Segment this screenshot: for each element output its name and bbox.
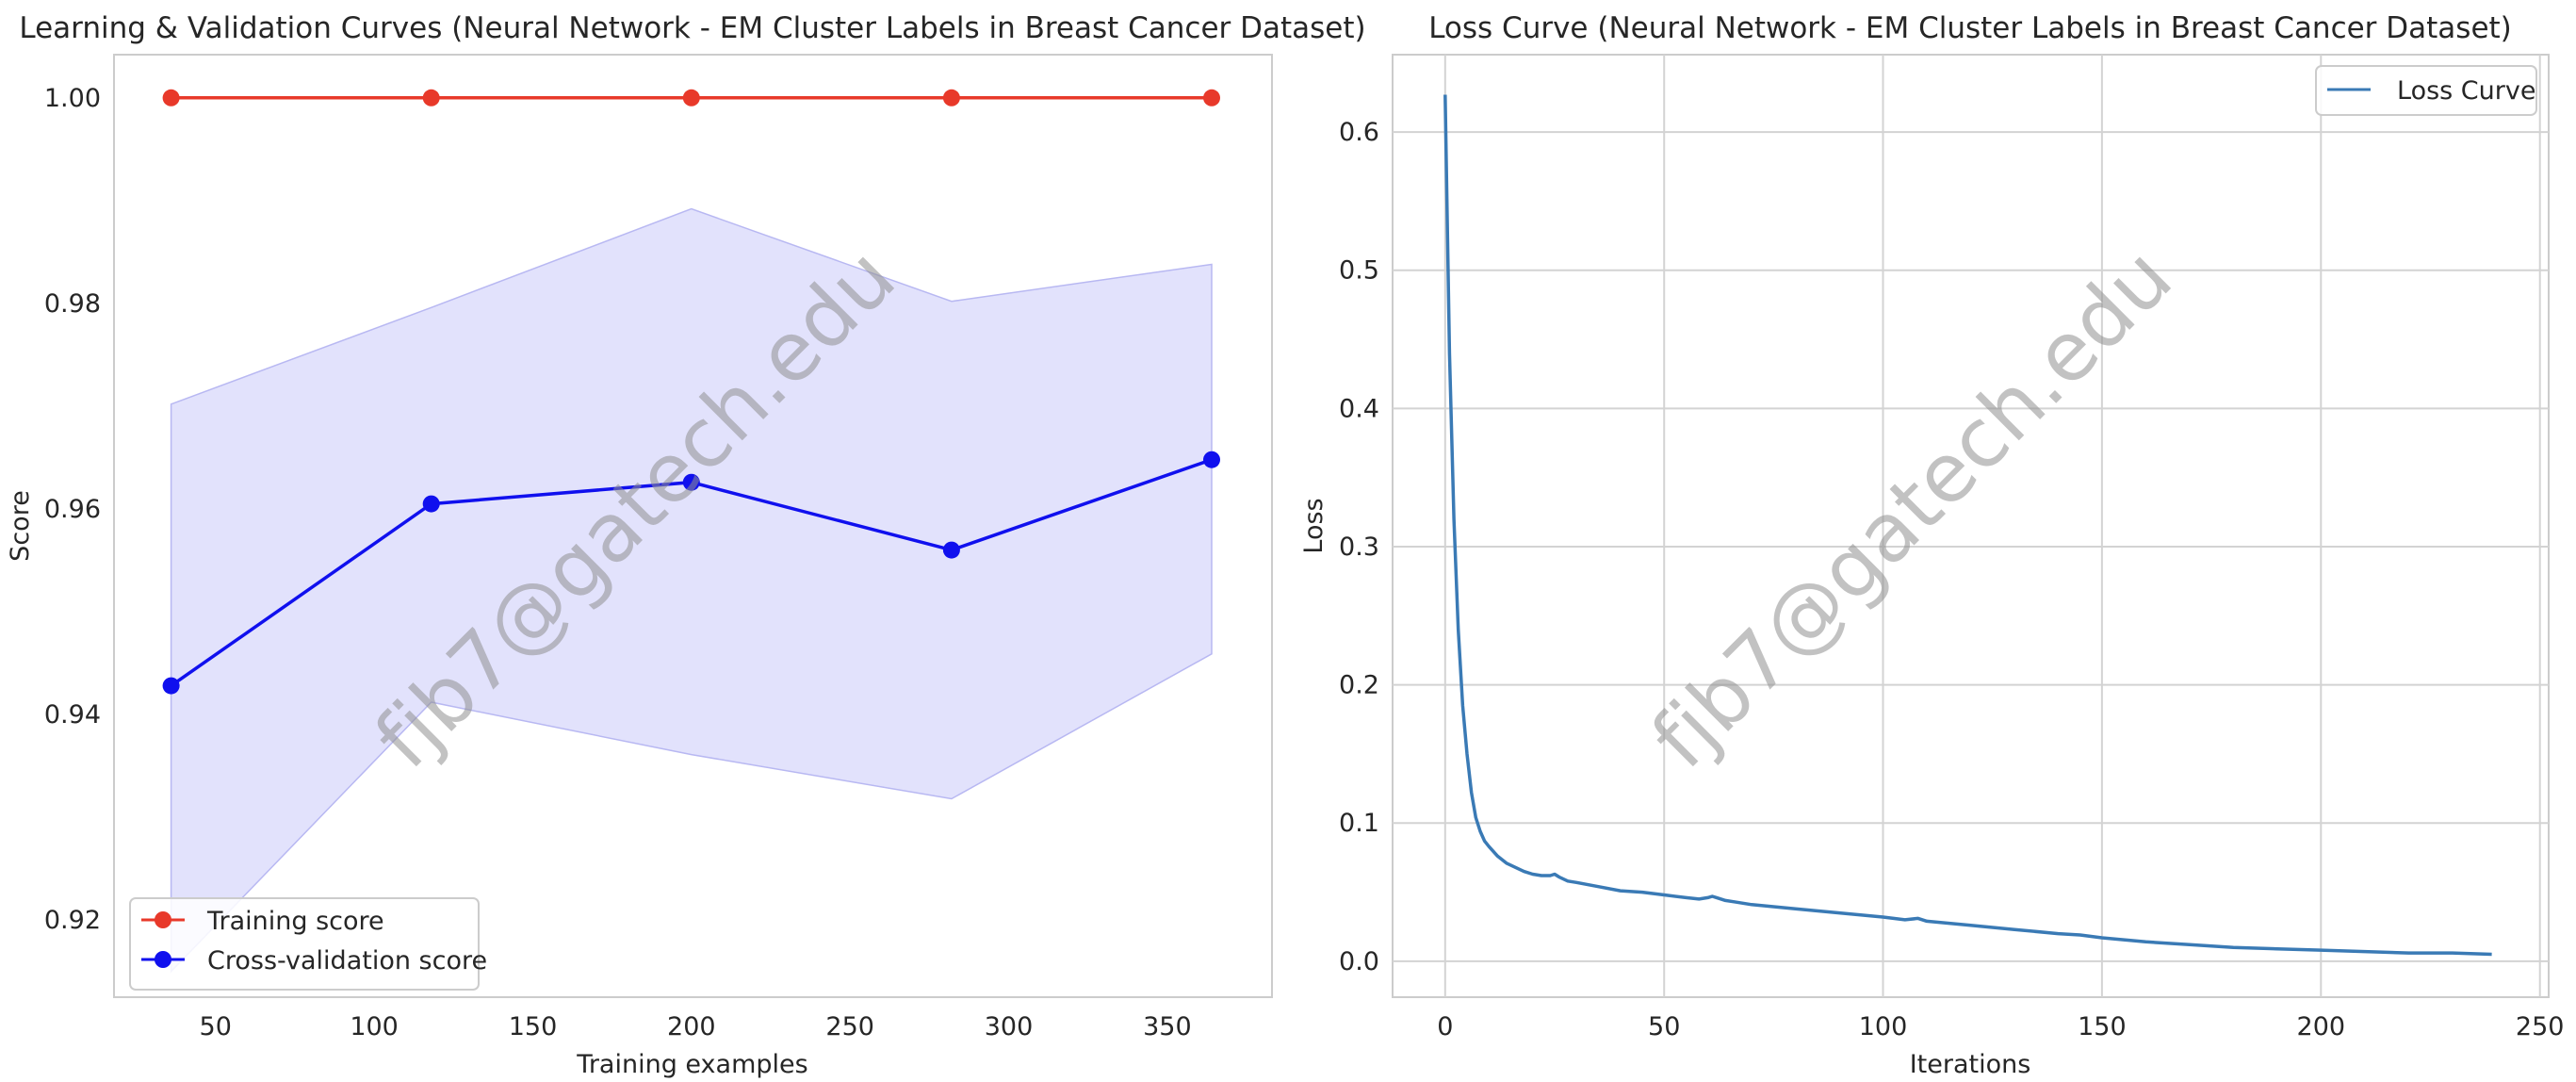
x-tick-label: 50 [1648,1012,1680,1041]
y-tick-label: 0.5 [1339,256,1379,286]
x-tick-label: 250 [825,1012,874,1041]
x-tick-label: 150 [2078,1012,2127,1041]
learning-curve-legend: Training score Cross-validation score [129,897,487,991]
data-point-s0-4 [1203,89,1220,107]
data-point-s1-4 [1203,451,1220,468]
loss-curve-grid [1393,55,2549,997]
x-tick-label: 350 [1143,1012,1192,1041]
learning-curve-chart: Learning & Validation Curves (Neural Net… [6,11,1366,1079]
loss-curve-legend: Loss Curve [2315,65,2537,116]
x-tick-label: 200 [2297,1012,2346,1041]
loss-curve-y-ticks: 0.0 0.1 0.2 0.3 0.4 0.5 0.6 [1339,118,1379,976]
y-tick-label: 0.4 [1339,394,1379,423]
cv-score-band [170,207,1213,974]
y-tick-label: 0.3 [1339,533,1379,562]
y-tick-label: 0.6 [1339,118,1379,147]
data-point-s0-1 [422,89,440,107]
y-tick-label: 0.96 [44,495,101,524]
y-tick-label: 0.0 [1339,947,1379,976]
learning-curve-series [162,89,1220,695]
learning-curve-x-ticks: 50 100 150 200 250 300 350 [200,1012,1192,1041]
loss-curve-series [1443,94,2492,957]
loss-curve-axes-frame [1392,54,2550,998]
x-tick-label: 300 [985,1012,1034,1041]
x-tick-label: 100 [1859,1012,1908,1041]
y-tick-label: 1.00 [44,84,101,113]
legend-box [129,897,480,991]
data-point-s0-3 [942,89,960,107]
loss-curve-y-label: Loss [1299,498,1329,553]
y-tick-label: 0.94 [44,700,101,730]
x-tick-label: 100 [350,1012,399,1041]
data-point-s1-2 [682,473,700,491]
legend-box [2315,65,2537,116]
data-point-s0-2 [682,89,700,107]
x-tick-label: 0 [1437,1012,1453,1041]
x-tick-label: 200 [667,1012,716,1041]
legend-training-marker [155,911,171,928]
x-tick-label: 250 [2516,1012,2565,1041]
data-point-s1-3 [942,541,960,559]
loss-curve-line [1443,94,2492,957]
loss-curve-x-ticks: 0 50 100 150 200 250 [1437,1012,2564,1041]
legend-loss-label: Loss Curve [2397,76,2535,106]
legend-cv-label: Cross-validation score [207,946,487,975]
y-tick-label: 0.98 [44,289,101,319]
loss-curve-chart: Loss Curve (Neural Network - EM Cluster … [1299,11,2564,1079]
cv-std-band [170,207,1213,974]
loss-curve-x-label: Iterations [1910,1050,2031,1079]
y-tick-label: 0.2 [1339,671,1379,700]
data-point-s1-1 [422,495,440,513]
x-tick-label: 150 [509,1012,558,1041]
legend-cv-marker [155,951,171,968]
learning-curve-y-label: Score [6,490,35,562]
learning-curve-x-label: Training examples [576,1050,807,1079]
loss-curve-title: Loss Curve (Neural Network - EM Cluster … [1428,11,2512,45]
learning-curve-y-ticks: 0.92 0.94 0.96 0.98 1.00 [44,84,101,935]
y-tick-label: 0.92 [44,906,101,935]
learning-curve-title: Learning & Validation Curves (Neural Net… [19,11,1365,45]
legend-training-label: Training score [206,907,384,936]
data-point-s1-0 [162,677,180,695]
x-tick-label: 50 [200,1012,232,1041]
data-point-s0-0 [162,89,180,107]
y-tick-label: 0.1 [1339,809,1379,838]
